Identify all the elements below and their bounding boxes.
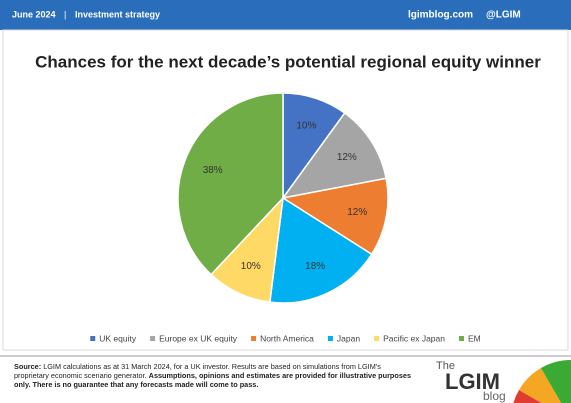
- chart-title: Chances for the next decade’s potential …: [35, 52, 541, 71]
- data-label: 12%: [337, 152, 357, 163]
- header-date: June 2024: [12, 9, 56, 19]
- legend-swatch: [150, 336, 156, 341]
- data-label: 10%: [241, 261, 261, 272]
- frame: [2, 29, 569, 351]
- legend-swatch: [327, 336, 333, 341]
- legend-label: Europe ex UK equity: [159, 333, 238, 343]
- umbrella-panel: [519, 368, 562, 403]
- source-label: Source:: [14, 362, 42, 371]
- pie-slice: [280, 177, 389, 256]
- legend-label: Japan: [337, 333, 360, 343]
- data-label: 18%: [305, 261, 325, 272]
- header-site: lgimblog.com: [408, 10, 473, 21]
- legend-swatch: [374, 336, 380, 341]
- pie-slice: [281, 112, 388, 200]
- pie-slice: [269, 196, 373, 304]
- legend-label: EM: [468, 333, 481, 343]
- disclaimer: Assumptions, opinions and estimates are …: [14, 371, 412, 389]
- legend-swatch: [90, 336, 96, 341]
- footer: Source: LGIM calculations as at 31 March…: [14, 362, 414, 389]
- header-section: Investment strategy: [75, 9, 160, 19]
- data-label: 12%: [347, 207, 367, 218]
- legend-label: North America: [260, 333, 314, 343]
- legend-swatch: [251, 336, 257, 341]
- data-label: 10%: [296, 121, 316, 132]
- pie-slice: [177, 92, 284, 276]
- header-bar: [0, 0, 571, 30]
- logo-prefix: The: [436, 360, 455, 372]
- data-label: 38%: [203, 165, 223, 176]
- umbrella-panel: [541, 359, 571, 403]
- logo-suffix: blog: [483, 389, 506, 403]
- logo-brand: LGIM: [445, 369, 500, 394]
- legend-label: Pacific ex Japan: [383, 333, 445, 343]
- header-separator: |: [64, 9, 66, 19]
- legend-label: UK equity: [99, 333, 137, 343]
- source-text: LGIM calculations as at 31 March 2024, f…: [14, 362, 381, 380]
- umbrella-panel: [513, 390, 542, 403]
- legend-swatch: [459, 336, 465, 341]
- header-handle: @LGIM: [486, 10, 521, 21]
- logo-umbrella: [513, 359, 571, 403]
